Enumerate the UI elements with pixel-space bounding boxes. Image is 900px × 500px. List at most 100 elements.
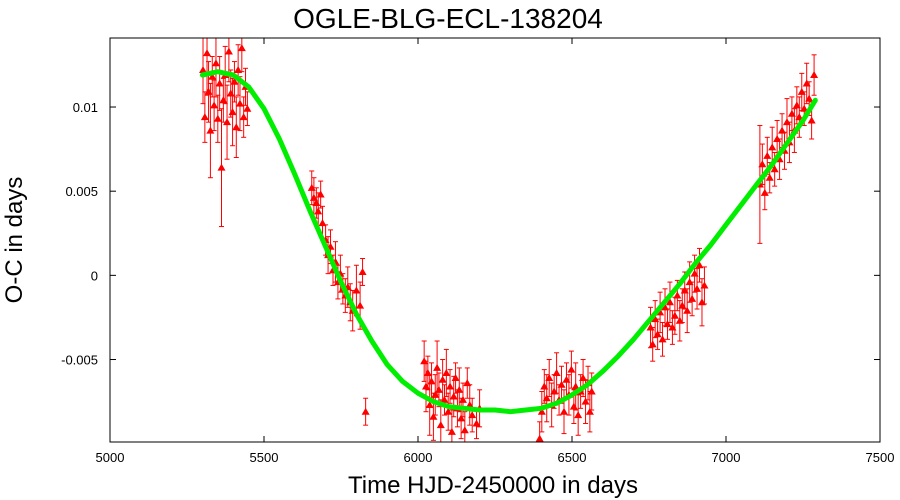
- triangle-marker: [658, 335, 667, 343]
- triangle-marker: [215, 79, 224, 87]
- data-point: [545, 359, 554, 398]
- triangle-marker: [224, 47, 233, 55]
- triangle-marker: [352, 286, 361, 294]
- data-point: [210, 79, 219, 132]
- data-point: [455, 367, 464, 413]
- triangle-marker: [442, 368, 451, 376]
- data-point: [653, 318, 662, 350]
- triangle-marker: [683, 306, 692, 314]
- triangle-marker: [217, 163, 226, 171]
- data-point: [361, 397, 370, 426]
- fit-curve: [199, 69, 818, 415]
- data-point: [693, 268, 702, 310]
- triangle-marker: [425, 400, 434, 408]
- triangle-marker: [455, 385, 464, 393]
- triangle-marker: [429, 412, 438, 420]
- y-tick-label: 0: [91, 268, 98, 283]
- x-tick-label: 5000: [96, 450, 125, 465]
- triangle-marker: [571, 382, 580, 390]
- triangle-marker: [460, 426, 469, 434]
- data-point: [542, 374, 551, 423]
- triangle-marker: [230, 77, 239, 85]
- x-axis-label: Time HJD-2450000 in days: [348, 472, 638, 499]
- triangle-marker: [199, 65, 208, 73]
- triangle-marker: [665, 298, 674, 306]
- triangle-marker: [237, 44, 246, 52]
- triangle-marker: [358, 267, 367, 275]
- triangle-marker: [210, 101, 219, 109]
- triangle-marker: [537, 407, 546, 415]
- triangle-marker: [810, 71, 819, 79]
- triangle-marker: [472, 419, 481, 427]
- data-point: [648, 327, 657, 362]
- data-point: [658, 321, 667, 357]
- triangle-marker: [760, 188, 769, 196]
- data-point: [433, 340, 442, 396]
- triangle-marker: [688, 294, 697, 302]
- data-point: [217, 108, 226, 228]
- y-tick-label: 0.01: [73, 100, 98, 115]
- triangle-marker: [673, 291, 682, 299]
- triangle-marker: [542, 394, 551, 402]
- triangle-marker: [535, 434, 544, 442]
- data-point: [243, 91, 252, 127]
- triangle-marker: [800, 104, 809, 112]
- data-point: [232, 96, 241, 159]
- triangle-marker: [585, 407, 594, 415]
- y-tick-label: 0.005: [65, 184, 98, 199]
- triangle-marker: [770, 165, 779, 173]
- triangle-marker: [700, 281, 709, 289]
- triangle-marker: [468, 411, 477, 419]
- triangle-marker: [768, 143, 777, 151]
- data-point: [683, 288, 692, 334]
- triangle-marker: [228, 108, 237, 116]
- data-point: [358, 258, 367, 286]
- triangle-marker: [567, 365, 576, 373]
- x-tick-label: 6000: [404, 450, 433, 465]
- triangle-marker: [763, 151, 772, 159]
- triangle-marker: [223, 118, 232, 126]
- y-axis-label: O-C in days: [1, 177, 28, 304]
- data-point: [537, 391, 546, 433]
- data-point: [200, 91, 209, 143]
- data-point: [438, 359, 447, 401]
- triangle-marker: [653, 330, 662, 338]
- triangle-marker: [451, 374, 460, 382]
- triangle-marker: [434, 385, 443, 393]
- triangle-marker: [356, 301, 365, 309]
- triangle-marker: [457, 414, 466, 422]
- triangle-marker: [807, 116, 816, 124]
- axis-ticks: 5000 5500 6000 6500 7000 7500 -0.005 0 0.005 0.01: [61, 38, 894, 465]
- triangle-marker: [805, 94, 814, 102]
- data-point: [206, 82, 215, 179]
- triangle-marker: [446, 382, 455, 390]
- data-point: [230, 61, 239, 103]
- data-point: [571, 362, 580, 411]
- data-point: [468, 397, 477, 433]
- data-marks: [199, 37, 819, 443]
- triangle-marker: [243, 104, 252, 112]
- triangle-marker: [587, 387, 596, 395]
- triangle-marker: [559, 407, 568, 415]
- triangle-marker: [648, 340, 657, 348]
- triangle-marker: [206, 126, 215, 134]
- triangle-marker: [232, 123, 241, 131]
- triangle-marker: [436, 421, 445, 429]
- triangle-marker: [208, 72, 217, 80]
- triangle-marker: [211, 59, 220, 67]
- y-tick-label: -0.005: [61, 353, 98, 368]
- triangle-marker: [765, 173, 774, 181]
- triangle-marker: [235, 99, 244, 107]
- data-point: [700, 266, 709, 305]
- data-point: [695, 247, 704, 283]
- data-point: [810, 54, 819, 96]
- triangle-marker: [581, 397, 590, 405]
- chart-title: OGLE-BLG-ECL-138204: [293, 3, 603, 34]
- triangle-marker: [427, 377, 436, 385]
- data-point: [440, 384, 449, 416]
- x-tick-label: 5500: [250, 450, 279, 465]
- triangle-marker: [447, 427, 456, 435]
- data-point: [663, 308, 672, 340]
- data-point: [552, 352, 561, 394]
- triangle-marker: [314, 207, 323, 215]
